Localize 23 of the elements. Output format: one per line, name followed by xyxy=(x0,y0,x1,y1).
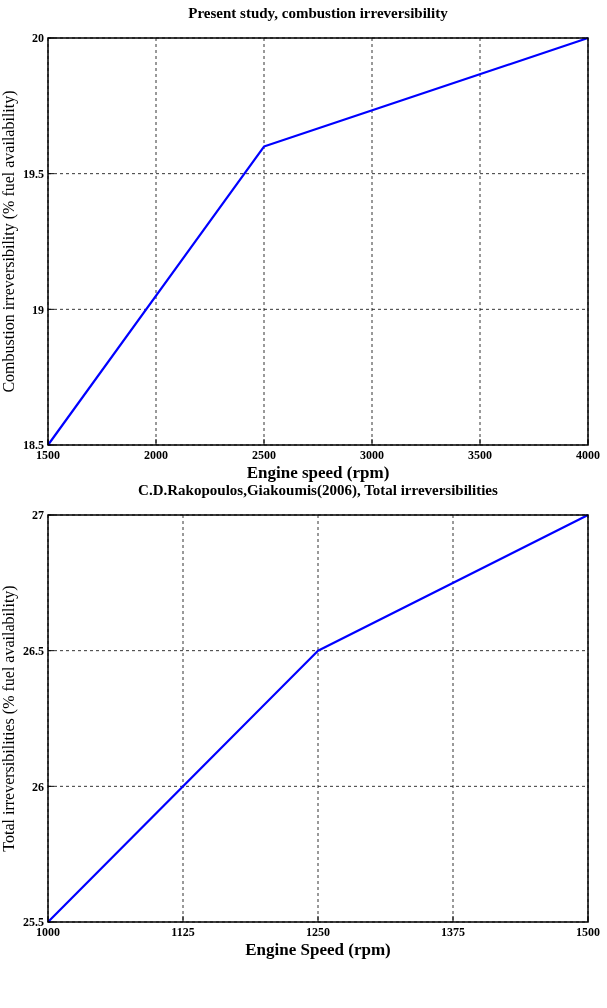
chart-title: C.D.Rakopoulos,Giakoumis(2006), Total irreversibilities xyxy=(138,482,499,499)
x-tick-label: 1125 xyxy=(171,925,195,939)
y-tick-label: 27 xyxy=(32,508,44,523)
y-axis-title: Combustion irreversibility (% fuel availability) xyxy=(0,90,18,393)
x-tick-label: 2000 xyxy=(144,448,168,462)
y-axis-title: Total irreversibilities (% fuel availability) xyxy=(0,585,18,852)
y-tick-label: 20 xyxy=(32,31,44,46)
y-tick-label: 26 xyxy=(32,779,44,794)
y-tick-label: 19 xyxy=(32,302,44,317)
x-tick-label: 3000 xyxy=(360,448,384,462)
y-tick-label: 26.5 xyxy=(23,643,44,658)
x-tick-label: 2500 xyxy=(252,448,276,462)
x-axis-title: Engine speed (rpm) xyxy=(246,463,390,482)
x-tick-label: 3500 xyxy=(468,448,492,462)
x-axis-title: Engine Speed (rpm) xyxy=(245,940,391,959)
x-tick-label: 1500 xyxy=(36,448,60,462)
x-tick-label: 4000 xyxy=(576,448,600,462)
x-tick-label: 1250 xyxy=(306,925,330,939)
y-tick-label: 19.5 xyxy=(23,166,44,181)
chart-title: Present study, combustion irreversibility xyxy=(188,5,449,21)
x-tick-label: 1375 xyxy=(441,925,465,939)
x-tick-label: 1500 xyxy=(576,925,600,939)
x-tick-label: 1000 xyxy=(36,925,60,939)
